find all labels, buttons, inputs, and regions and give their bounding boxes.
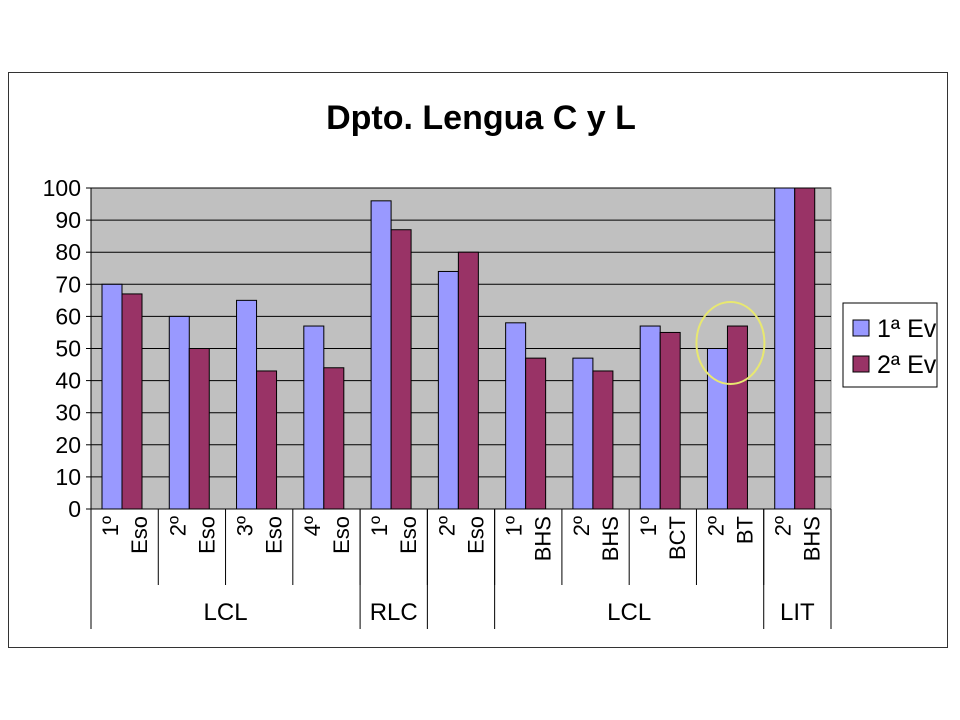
bar-ev2 <box>256 370 278 510</box>
bar-ev2 <box>659 331 681 510</box>
bar-ev1 <box>370 200 392 510</box>
bar-chart: Dpto. Lengua C y L 0 10 20 30 40 50 60 70 80 90 10… <box>43 99 938 629</box>
category-label: Eso <box>194 516 219 554</box>
category-label: 4º <box>300 516 325 536</box>
y-tick-label: 70 <box>55 271 81 297</box>
bar-ev1 <box>303 325 325 510</box>
category-label: BHS <box>800 516 825 561</box>
category-label: 2º <box>703 516 728 536</box>
category-label: 2º <box>434 516 459 536</box>
bar-ev2 <box>794 187 816 510</box>
category-label: 1º <box>98 516 123 536</box>
category-label: BCT <box>665 516 690 560</box>
y-tick-label: 0 <box>68 496 81 522</box>
category-label: 1º <box>636 516 661 536</box>
y-tick-label: 40 <box>55 368 81 394</box>
bar-ev2 <box>592 370 614 510</box>
y-tick-label: 90 <box>55 207 81 233</box>
bar-ev1 <box>505 322 527 510</box>
category-label: BHS <box>531 516 556 561</box>
bar-ev2 <box>121 293 143 510</box>
bar-ev2 <box>323 367 345 510</box>
bar-ev1 <box>706 348 728 510</box>
category-label: Eso <box>463 516 488 554</box>
highlight-circle <box>695 301 766 385</box>
category-label: 1º <box>367 516 392 536</box>
legend <box>842 302 938 388</box>
category-label: 1º <box>502 516 527 536</box>
bar-ev1 <box>236 299 258 510</box>
category-label: Eso <box>262 516 287 554</box>
y-tick-label: 100 <box>43 175 81 201</box>
category-label: BHS <box>598 516 623 561</box>
group-label: LIT <box>780 599 815 626</box>
group-label: LCL <box>204 599 248 626</box>
bar-ev2 <box>390 229 412 510</box>
bar-ev1 <box>639 325 661 510</box>
category-label: Eso <box>329 516 354 554</box>
chart-title: Dpto. Lengua C y L <box>326 99 636 137</box>
category-label: Eso <box>127 516 152 554</box>
y-tick-label: 10 <box>55 464 81 490</box>
y-tick-label: 20 <box>55 432 81 458</box>
group-label: LCL <box>607 599 651 626</box>
bar-ev1 <box>168 315 190 510</box>
category-label: 2º <box>569 516 594 536</box>
bar-ev2 <box>525 357 547 510</box>
bar-ev1 <box>774 187 796 510</box>
bar-ev2 <box>188 348 210 510</box>
legend-swatch <box>852 355 870 373</box>
category-label: 3º <box>233 516 258 536</box>
bar-ev2 <box>457 251 479 510</box>
legend-label: 2ª Ev <box>877 351 937 379</box>
y-tick-label: 80 <box>55 239 81 265</box>
legend-label: 1ª Ev <box>877 315 937 343</box>
category-label: 2º <box>165 516 190 536</box>
category-label: Eso <box>396 516 421 554</box>
y-tick-label: 30 <box>55 400 81 426</box>
bar-ev2 <box>726 325 748 510</box>
bar-ev1 <box>101 283 123 510</box>
y-tick-label: 50 <box>55 336 81 362</box>
bar-ev1 <box>437 270 459 510</box>
category-label: BT <box>732 516 757 544</box>
group-label: RLC <box>370 599 418 626</box>
chart-frame: Dpto. Lengua C y L 0 10 20 30 40 50 60 70 80 90 10… <box>8 72 948 648</box>
legend-swatch <box>852 319 870 337</box>
y-tick-label: 60 <box>55 303 81 329</box>
category-label: 2º <box>771 516 796 536</box>
bar-ev1 <box>572 357 594 510</box>
